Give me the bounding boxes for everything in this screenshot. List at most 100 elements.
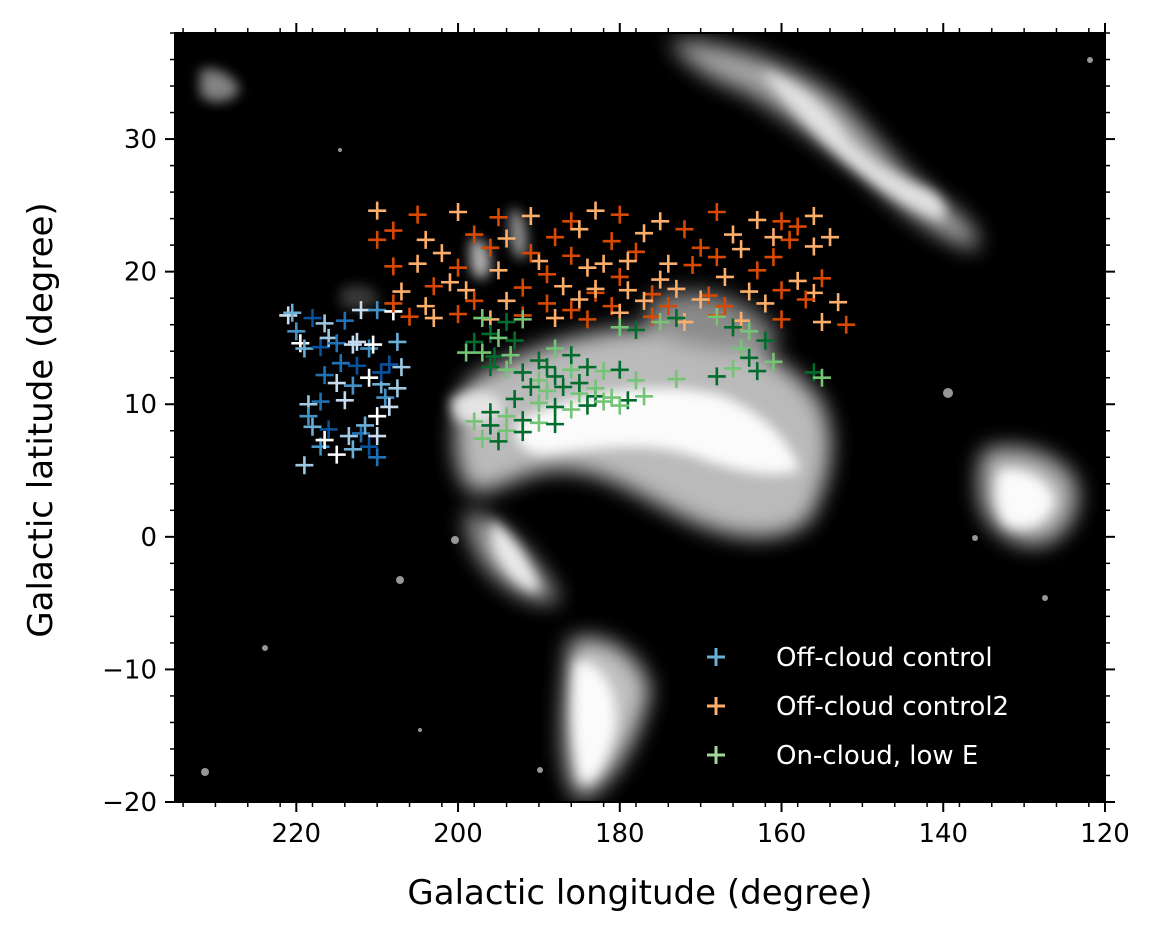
data-point (368, 301, 387, 320)
data-point (529, 252, 548, 271)
data-point (764, 352, 783, 371)
data-point (651, 313, 670, 332)
data-point (400, 307, 419, 326)
data-point (327, 374, 346, 393)
data-point (352, 424, 370, 443)
data-point (562, 301, 581, 320)
legend-label-off-cloud-control2: Off-cloud control2 (776, 692, 1009, 722)
data-point (513, 363, 532, 382)
data-point (473, 309, 492, 328)
data-point (691, 290, 710, 309)
x-tick-label: 220 (271, 819, 321, 849)
data-point (449, 202, 468, 221)
data-point (683, 256, 702, 275)
x-axis: 220 200 180 160 140 120 (182, 23, 1130, 849)
data-point (416, 230, 435, 249)
data-point (618, 281, 637, 300)
data-point (481, 238, 500, 257)
data-point (521, 206, 540, 225)
data-point (821, 228, 840, 247)
data-point (546, 309, 565, 328)
y-tick-label: −10 (102, 655, 157, 685)
data-point (513, 310, 532, 329)
data-point (335, 311, 354, 330)
data-point (481, 358, 500, 377)
data-point (299, 407, 318, 426)
dust-map-image (200, 40, 1093, 800)
data-point (772, 310, 791, 329)
data-point (368, 230, 387, 249)
data-point (586, 201, 605, 220)
data-point (485, 347, 504, 366)
series-on-cloud-low-e (457, 307, 831, 451)
x-tick-label: 180 (595, 819, 645, 849)
data-point (635, 291, 654, 310)
data-point (473, 429, 492, 448)
data-point (505, 331, 524, 350)
data-point (529, 413, 548, 432)
data-point (667, 370, 686, 389)
data-point (497, 291, 516, 310)
data-point (408, 254, 427, 273)
data-point (465, 412, 484, 431)
data-point (586, 379, 605, 398)
data-point (327, 334, 346, 353)
data-point (570, 374, 589, 393)
x-axis-label: Galactic longitude (degree) (407, 873, 872, 913)
data-point (343, 335, 362, 354)
data-point (667, 309, 686, 328)
data-point (675, 220, 694, 239)
data-point (707, 248, 726, 267)
data-point (812, 368, 831, 387)
data-point (618, 252, 637, 271)
data-point (554, 277, 573, 296)
legend-label-on-cloud-low-e: On-cloud, low E (776, 741, 978, 771)
data-point (331, 354, 350, 373)
data-point (457, 343, 476, 362)
data-point (368, 448, 387, 467)
y-tick-label: 20 (124, 258, 157, 288)
data-point (804, 206, 823, 225)
data-point (416, 297, 435, 316)
data-point (501, 346, 520, 365)
data-point (546, 339, 565, 358)
y-tick-label: −20 (102, 788, 157, 818)
data-point (457, 281, 476, 300)
data-point (546, 415, 565, 434)
data-point (352, 301, 370, 320)
data-point (521, 244, 540, 263)
data-point (380, 397, 399, 416)
data-point (594, 254, 613, 273)
data-point (610, 396, 629, 415)
data-point (356, 416, 375, 435)
data-point (287, 322, 306, 341)
data-point (715, 267, 734, 286)
data-point (546, 367, 565, 386)
data-point (335, 391, 354, 410)
data-point (626, 371, 645, 390)
series-off-cloud-control (279, 301, 411, 475)
x-tick-label: 200 (433, 819, 483, 849)
data-point (562, 212, 581, 231)
data-point (279, 306, 298, 325)
data-point (594, 392, 613, 411)
legend-item-off-cloud-control2: Off-cloud control2 (707, 692, 1009, 722)
series-layer (279, 201, 856, 475)
data-point (424, 277, 443, 296)
data-point (449, 305, 468, 324)
data-point (764, 228, 783, 247)
data-point (562, 346, 581, 365)
data-point (610, 205, 629, 224)
data-point (368, 201, 387, 220)
data-point (602, 232, 621, 251)
data-point (449, 258, 468, 277)
data-point (364, 335, 383, 354)
data-point (360, 368, 379, 387)
data-point (497, 360, 516, 379)
data-point (538, 265, 556, 284)
data-point (756, 294, 775, 313)
series-off-cloud-control2 (368, 201, 856, 334)
data-point (724, 225, 742, 244)
data-point (384, 294, 403, 313)
data-point (384, 257, 403, 276)
